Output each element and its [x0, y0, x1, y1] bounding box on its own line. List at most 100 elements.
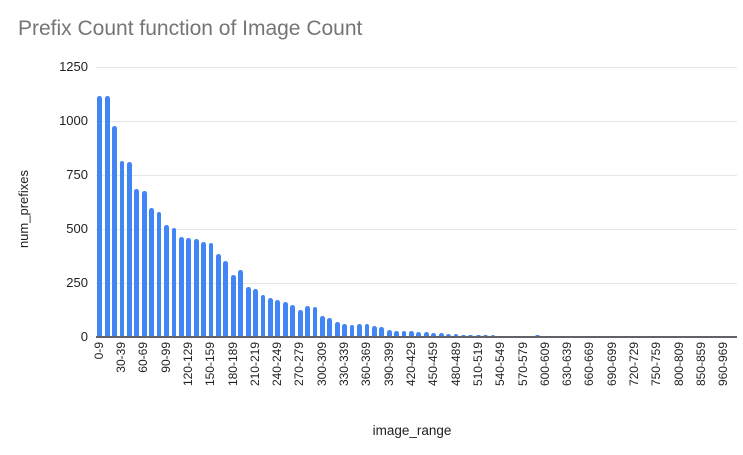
bar[interactable]	[379, 326, 385, 337]
bar[interactable]	[253, 289, 258, 337]
gridline	[96, 67, 737, 68]
bar-slot	[155, 67, 162, 337]
bar[interactable]	[431, 332, 437, 337]
bar-slot	[274, 67, 281, 337]
bar-slot	[244, 67, 251, 337]
bar-slot	[482, 67, 489, 337]
bar[interactable]	[446, 333, 451, 337]
x-tick-label: 150-159	[203, 342, 218, 387]
bar[interactable]	[453, 334, 459, 337]
bar[interactable]	[357, 324, 362, 337]
bar[interactable]	[371, 325, 377, 337]
bar-slot	[282, 67, 289, 337]
x-tick-label: 360-369	[359, 342, 374, 387]
bar[interactable]	[156, 212, 162, 337]
bar[interactable]	[364, 323, 370, 337]
bar[interactable]	[342, 324, 348, 337]
bar-slot	[334, 67, 341, 337]
bar[interactable]	[104, 96, 110, 337]
x-tick-label: 420-429	[404, 342, 418, 387]
bar-slot	[430, 67, 437, 337]
bar[interactable]	[223, 260, 229, 337]
bar[interactable]	[164, 224, 169, 337]
bar[interactable]	[268, 298, 273, 337]
bar[interactable]	[297, 309, 303, 337]
bar[interactable]	[349, 324, 355, 337]
bar-slot	[452, 67, 459, 337]
bar[interactable]	[312, 306, 318, 337]
bar-slot	[638, 67, 645, 337]
bar[interactable]	[119, 160, 125, 337]
bar-slot	[586, 67, 593, 337]
bar[interactable]	[319, 315, 325, 337]
bar[interactable]	[460, 334, 466, 337]
bar-slot	[445, 67, 452, 337]
bar[interactable]	[260, 295, 266, 337]
bar-slot	[653, 67, 660, 337]
bar-slot	[348, 67, 355, 337]
bar[interactable]	[386, 330, 392, 337]
bar-slot	[111, 67, 118, 337]
bar-slot	[630, 67, 637, 337]
x-tick-label: 480-489	[448, 342, 463, 387]
bar[interactable]	[409, 330, 414, 337]
x-tick-label: 960-969	[716, 342, 731, 387]
bar[interactable]	[334, 322, 340, 337]
bar-slot	[460, 67, 467, 337]
bar[interactable]	[201, 241, 207, 337]
bar-slot	[504, 67, 511, 337]
y-tick-label: 1000	[59, 113, 88, 128]
bar[interactable]	[468, 334, 474, 337]
bar[interactable]	[275, 299, 281, 337]
x-tick-label: 630-639	[560, 342, 575, 387]
x-tick-label: 210-219	[247, 342, 262, 387]
x-tick-label: 240-249	[270, 342, 285, 387]
bar-slot	[148, 67, 155, 337]
bar-slot	[96, 67, 103, 337]
bar[interactable]	[423, 332, 429, 337]
bar[interactable]	[416, 331, 422, 337]
x-tick-label: 600-609	[537, 342, 552, 387]
bar[interactable]	[230, 274, 236, 337]
bar[interactable]	[127, 162, 132, 337]
bar-slot	[660, 67, 667, 337]
bar[interactable]	[245, 287, 251, 337]
bar-slot	[408, 67, 415, 337]
x-tick-label: 270-279	[292, 342, 307, 387]
bar[interactable]	[438, 333, 444, 337]
bars-row	[96, 67, 728, 337]
bar[interactable]	[178, 236, 184, 337]
bar[interactable]	[290, 305, 296, 337]
bar[interactable]	[149, 207, 155, 337]
bar-slot	[200, 67, 207, 337]
bar[interactable]	[394, 330, 399, 337]
bar[interactable]	[238, 269, 244, 337]
bar[interactable]	[171, 227, 177, 337]
bar[interactable]	[141, 190, 147, 337]
bar-slot	[719, 67, 726, 337]
bar-slot	[497, 67, 504, 337]
y-tick-label: 250	[66, 275, 88, 290]
bar[interactable]	[208, 243, 214, 337]
bar-slot	[475, 67, 482, 337]
bar-slot	[163, 67, 170, 337]
bar-slot	[363, 67, 370, 337]
bar-slot	[215, 67, 222, 337]
x-tick-label: 30-39	[114, 342, 129, 373]
bar[interactable]	[186, 238, 192, 337]
bar[interactable]	[134, 189, 140, 337]
bar[interactable]	[97, 95, 103, 337]
bar[interactable]	[282, 302, 288, 337]
bar[interactable]	[305, 306, 310, 337]
bar[interactable]	[401, 330, 407, 337]
bar-slot	[341, 67, 348, 337]
bar-slot	[371, 67, 378, 337]
bar-slot	[296, 67, 303, 337]
x-tick-label: 660-669	[582, 342, 597, 387]
bar[interactable]	[112, 126, 117, 337]
x-tick-label: 90-99	[158, 342, 173, 373]
bar[interactable]	[193, 239, 199, 337]
bar[interactable]	[327, 317, 333, 337]
bar[interactable]	[216, 253, 221, 337]
